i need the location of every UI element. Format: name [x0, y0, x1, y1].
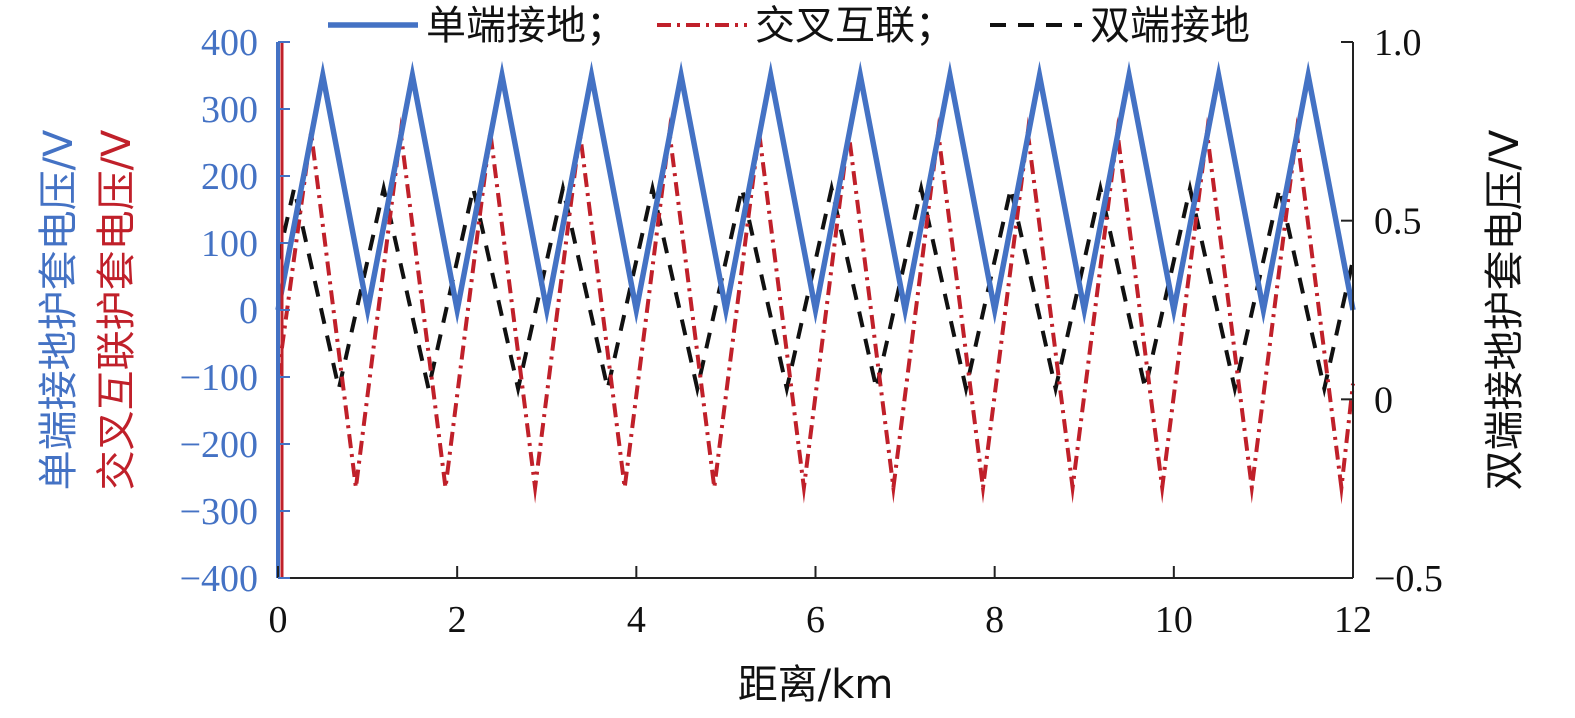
- legend-label-double-end: 双端接地: [1090, 3, 1250, 49]
- x-tick-label: 10: [1155, 599, 1193, 641]
- series-layer: [275, 60, 1356, 505]
- left-tick-label: 200: [201, 156, 258, 198]
- x-tick-label: 6: [806, 599, 825, 641]
- legend-label-cross-bond: 交叉互联: [755, 3, 915, 49]
- left-tick-label: −100: [180, 357, 258, 399]
- axes-layer: [276, 41, 1354, 579]
- legend: 单端接地；交叉互联；双端接地: [328, 3, 1250, 49]
- left-tick-label: −200: [180, 424, 258, 466]
- left-axis-title-single-end: 单端接地护套电压/V: [36, 129, 82, 490]
- x-tick-label: 4: [627, 599, 646, 641]
- right-tick-label: 0.5: [1374, 201, 1422, 243]
- left-tick-label: 400: [201, 22, 258, 64]
- legend-separator: ；: [915, 3, 955, 49]
- series-line-1: [276, 116, 1355, 505]
- x-tick-label: 0: [269, 599, 288, 641]
- left-tick-label: 0: [239, 290, 258, 332]
- left-tick-label: 300: [201, 89, 258, 131]
- x-axis-title: 距离/km: [738, 662, 894, 708]
- right-tick-label: 0: [1374, 379, 1393, 421]
- right-tick-label: −0.5: [1374, 558, 1443, 600]
- x-tick-label: 2: [448, 599, 467, 641]
- x-tick-label: 8: [985, 599, 1004, 641]
- labels-layer: 0 2 4 6 8 10 12 400 300 200 100 0 −100 −200 −300 −400 1.…: [36, 22, 1528, 708]
- left-tick-label: −400: [180, 558, 258, 600]
- legend-separator: ；: [586, 3, 626, 49]
- left-tick-label: −300: [180, 491, 258, 533]
- legend-label-single-end: 单端接地: [426, 3, 586, 49]
- x-tick-label: 12: [1334, 599, 1372, 641]
- left-tick-label: 100: [201, 223, 258, 265]
- series-line-0: [275, 60, 1356, 325]
- right-tick-label: 1.0: [1374, 22, 1422, 64]
- left-axis-title-cross-bond: 交叉互联护套电压/V: [94, 129, 140, 490]
- right-axis-title-double-end: 双端接地护套电压/V: [1482, 129, 1528, 490]
